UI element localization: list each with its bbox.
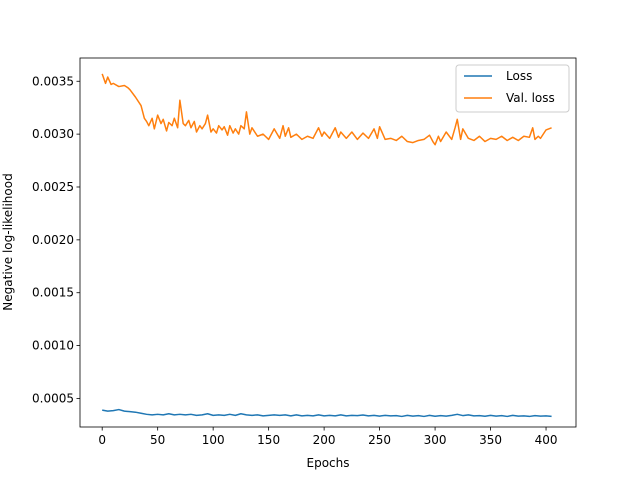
legend: Loss Val. loss	[455, 64, 570, 113]
y-axis-ticks: 0.0005 0.0010 0.0015 0.0020 0.0025 0.0030 0.00…	[32, 74, 80, 405]
x-tick-label: 200	[313, 433, 336, 447]
x-tick-label: 250	[368, 433, 391, 447]
y-axis-label: Negative log-likelihood	[1, 173, 15, 310]
plot-area	[80, 58, 576, 427]
x-tick-label: 50	[150, 433, 165, 447]
x-tick-label: 400	[535, 433, 558, 447]
y-tick-label: 0.0005	[32, 391, 74, 405]
x-axis-label: Epochs	[307, 456, 350, 470]
y-tick-label: 0.0015	[32, 286, 74, 300]
x-axis-ticks: 0 50 100 150 200 250 300 350 400	[98, 427, 557, 447]
y-tick-label: 0.0030	[32, 127, 74, 141]
series-line-val-loss	[101, 73, 552, 146]
y-tick-label: 0.0025	[32, 180, 74, 194]
x-tick-label: 150	[257, 433, 280, 447]
series-layer	[101, 73, 552, 418]
legend-label-loss: Loss	[506, 69, 532, 83]
series-line-loss	[102, 408, 552, 418]
y-tick-label: 0.0010	[32, 339, 74, 353]
x-tick-label: 350	[479, 433, 502, 447]
x-tick-label: 0	[98, 433, 106, 447]
legend-label-val-loss: Val. loss	[506, 91, 555, 105]
y-tick-label: 0.0020	[32, 233, 74, 247]
x-tick-label: 100	[202, 433, 225, 447]
y-tick-label: 0.0035	[32, 74, 74, 88]
axes-frame	[79, 57, 577, 428]
x-tick-label: 300	[424, 433, 447, 447]
